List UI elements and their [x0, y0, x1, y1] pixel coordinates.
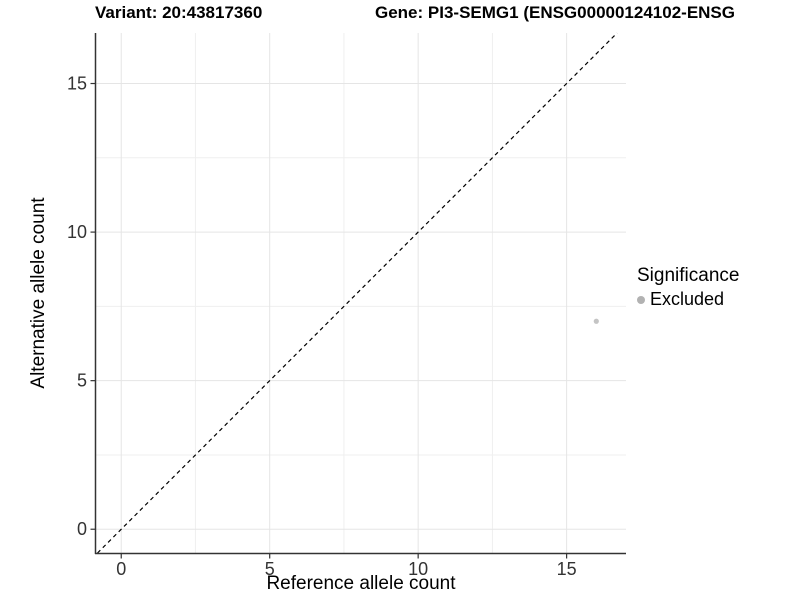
plot-title-variant: Variant: 20:43817360: [95, 3, 263, 22]
x-tick-label: 5: [265, 559, 275, 579]
legend: Significance Excluded: [637, 265, 739, 310]
x-tick-label: 0: [116, 559, 126, 579]
y-tick-label: 0: [77, 519, 87, 539]
plot-title-gene: Gene: PI3-SEMG1 (ENSG00000124102-ENSG: [375, 3, 735, 22]
identity-line: [97, 32, 618, 554]
y-axis-title: Alternative allele count: [28, 197, 49, 389]
legend-item-excluded: Excluded: [637, 289, 739, 310]
x-axis-title: Reference allele count: [266, 573, 456, 594]
legend-point-icon: [637, 295, 645, 304]
legend-title: Significance: [637, 265, 740, 286]
x-tick-label: 10: [408, 559, 428, 579]
x-tick-label: 15: [557, 559, 577, 579]
y-tick-label: 10: [67, 222, 87, 242]
y-tick-label: 15: [67, 74, 87, 94]
legend-item-label: Excluded: [650, 289, 725, 309]
y-tick-label: 5: [77, 371, 87, 391]
data-point: [593, 318, 599, 324]
